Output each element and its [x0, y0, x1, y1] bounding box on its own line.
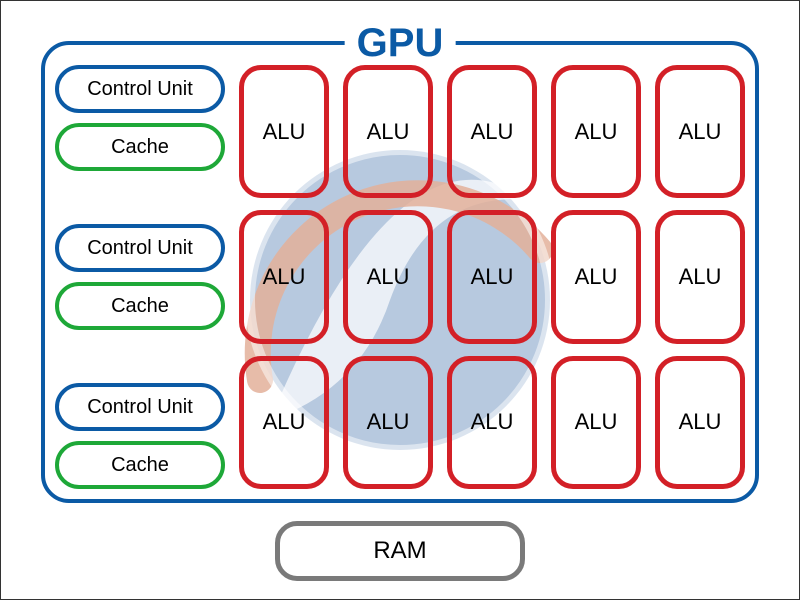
control-unit-box: Control Unit [55, 383, 225, 431]
alu-cell: ALU [343, 356, 433, 489]
alu-cell: ALU [551, 356, 641, 489]
alu-cell: ALU [551, 65, 641, 198]
control-cache-pair: Control Unit Cache [55, 224, 225, 330]
alu-cell: ALU [343, 210, 433, 343]
gpu-inner: Control Unit Cache Control Unit Cache Co… [55, 65, 745, 489]
alu-cell: ALU [551, 210, 641, 343]
cache-box: Cache [55, 282, 225, 330]
alu-cell: ALU [239, 356, 329, 489]
alu-grid: ALUALUALUALUALUALUALUALUALUALUALUALUALUA… [239, 65, 745, 489]
control-cache-pair: Control Unit Cache [55, 65, 225, 171]
alu-cell: ALU [655, 356, 745, 489]
alu-cell: ALU [447, 65, 537, 198]
cache-box: Cache [55, 441, 225, 489]
left-column: Control Unit Cache Control Unit Cache Co… [55, 65, 225, 489]
alu-cell: ALU [655, 210, 745, 343]
alu-cell: ALU [239, 65, 329, 198]
gpu-title: GPU [345, 21, 456, 66]
control-unit-box: Control Unit [55, 65, 225, 113]
ram-box: RAM [275, 521, 525, 581]
alu-cell: ALU [239, 210, 329, 343]
alu-cell: ALU [655, 65, 745, 198]
control-cache-pair: Control Unit Cache [55, 383, 225, 489]
alu-cell: ALU [343, 65, 433, 198]
control-unit-box: Control Unit [55, 224, 225, 272]
cache-box: Cache [55, 123, 225, 171]
alu-cell: ALU [447, 210, 537, 343]
alu-cell: ALU [447, 356, 537, 489]
